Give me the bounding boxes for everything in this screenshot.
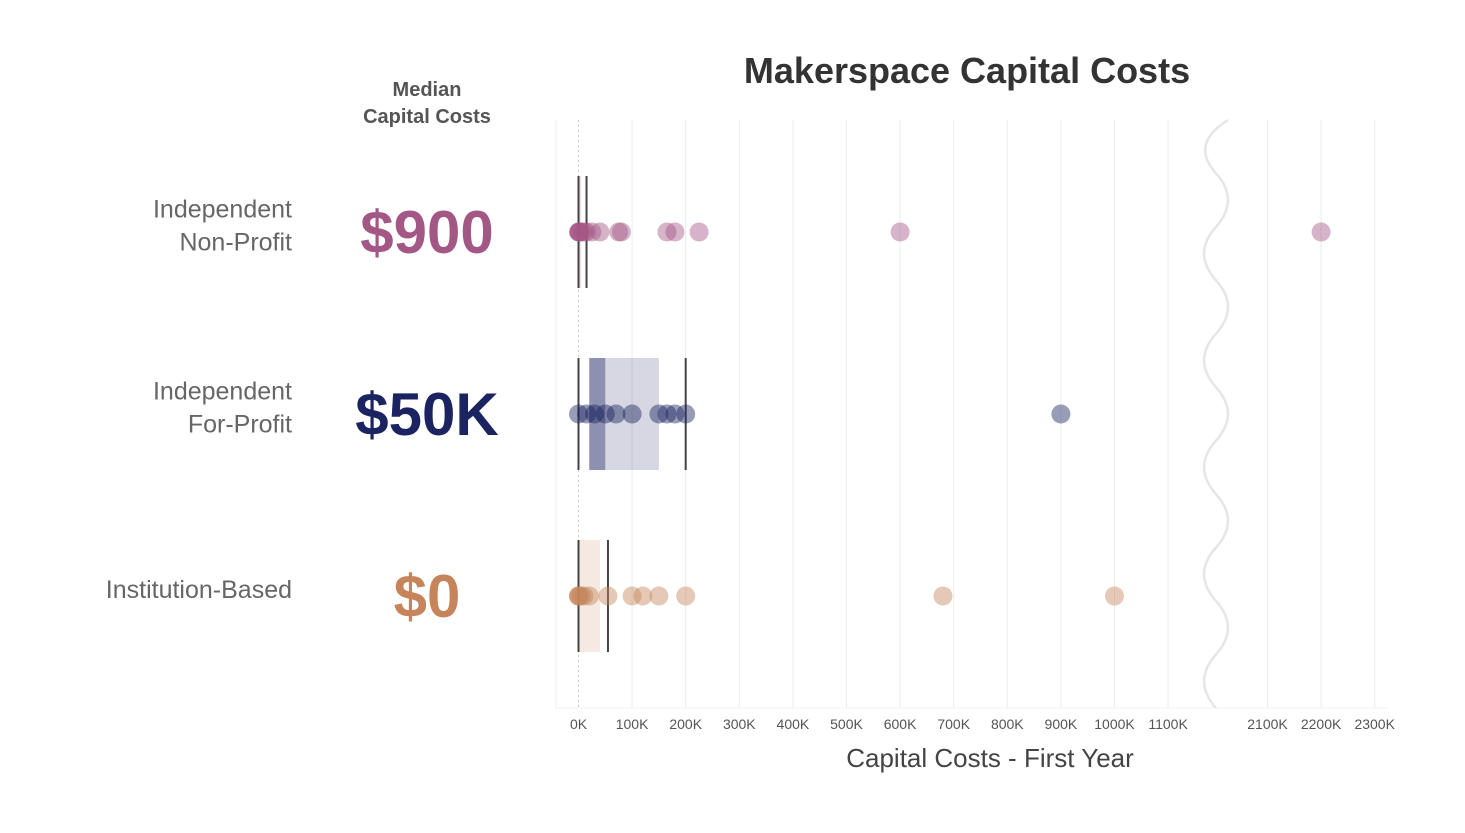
data-point — [569, 222, 588, 242]
data-point — [657, 404, 677, 424]
box-upper — [578, 176, 582, 288]
data-point — [665, 222, 685, 242]
data-point — [933, 586, 953, 606]
data-point — [1105, 586, 1124, 606]
x-axis-title: Capital Costs - First Year — [846, 743, 1134, 773]
data-point — [622, 404, 642, 424]
data-point — [579, 586, 599, 606]
axis-break — [1202, 118, 1230, 709]
data-point — [590, 222, 610, 242]
x-tick-label: 400K — [777, 716, 810, 732]
data-point — [574, 222, 594, 242]
x-tick-label: 200K — [669, 716, 702, 732]
data-point — [1311, 222, 1331, 242]
data-point — [570, 222, 590, 242]
data-point — [1051, 404, 1071, 424]
data-point — [569, 586, 589, 606]
data-point — [689, 222, 709, 242]
median-value: $50K — [355, 381, 498, 448]
data-point — [571, 586, 591, 606]
group-label: Institution-Based — [106, 576, 292, 604]
median-header-line-2: Capital Costs — [363, 106, 491, 128]
box-lower — [589, 358, 606, 470]
data-point — [577, 222, 597, 242]
group-label: For-Profit — [188, 411, 292, 439]
data-point — [571, 222, 591, 242]
data-point — [622, 586, 642, 606]
group-rows: Independent Non-Profit $900 Independent For-… — [106, 176, 1331, 652]
data-point — [665, 404, 685, 424]
data-point — [595, 404, 615, 424]
data-point — [611, 222, 631, 242]
x-tick-label: 500K — [830, 716, 863, 732]
group-row: Institution-Based $0 — [106, 540, 1124, 652]
group-label: Non-Profit — [179, 229, 292, 257]
data-point — [890, 222, 910, 242]
data-point — [606, 404, 626, 424]
x-tick-label: 100K — [616, 716, 649, 732]
data-point — [585, 404, 605, 424]
data-point — [569, 222, 589, 242]
x-tick-label: 2100K — [1247, 716, 1288, 732]
x-tick-label: 700K — [937, 716, 970, 732]
data-point — [569, 404, 588, 424]
x-tick-label: 300K — [723, 716, 756, 732]
box-upper — [578, 540, 600, 652]
data-point — [657, 222, 677, 242]
data-point — [649, 586, 669, 606]
x-tick-label: 1000K — [1094, 716, 1135, 732]
grid-lines — [555, 120, 1388, 709]
x-tick-label: 2300K — [1354, 716, 1395, 732]
data-point — [569, 586, 588, 606]
group-label: Independent — [153, 196, 292, 224]
data-point — [569, 222, 589, 242]
x-tick-label: 0K — [570, 716, 588, 732]
data-point — [582, 222, 602, 242]
data-point — [598, 586, 618, 606]
box-upper — [605, 358, 659, 470]
x-tick-label: 600K — [884, 716, 917, 732]
group-label: Independent — [153, 378, 292, 406]
x-tick-label: 2200K — [1301, 716, 1342, 732]
data-point — [577, 404, 597, 424]
x-axis-ticks: 0K 100K 200K 300K 400K 500K 600K 700K 800K 900K 10… — [570, 716, 1396, 732]
group-row: Independent Non-Profit $900 — [153, 176, 1331, 288]
chart-title: Makerspace Capital Costs — [744, 50, 1190, 91]
x-tick-label: 900K — [1045, 716, 1078, 732]
data-point — [569, 586, 588, 606]
data-point — [649, 404, 669, 424]
x-tick-label: 1100K — [1148, 716, 1188, 732]
x-tick-label: 800K — [991, 716, 1024, 732]
data-point — [609, 222, 629, 242]
axis-break-wave — [1202, 118, 1230, 709]
group-row: Independent For-Profit $50K — [153, 358, 1071, 470]
data-point — [574, 586, 594, 606]
median-header-line-1: Median — [393, 79, 462, 101]
median-value: $900 — [360, 199, 493, 266]
data-point — [633, 586, 653, 606]
median-value: $0 — [394, 563, 461, 630]
data-point — [676, 586, 696, 606]
data-point — [676, 404, 696, 424]
